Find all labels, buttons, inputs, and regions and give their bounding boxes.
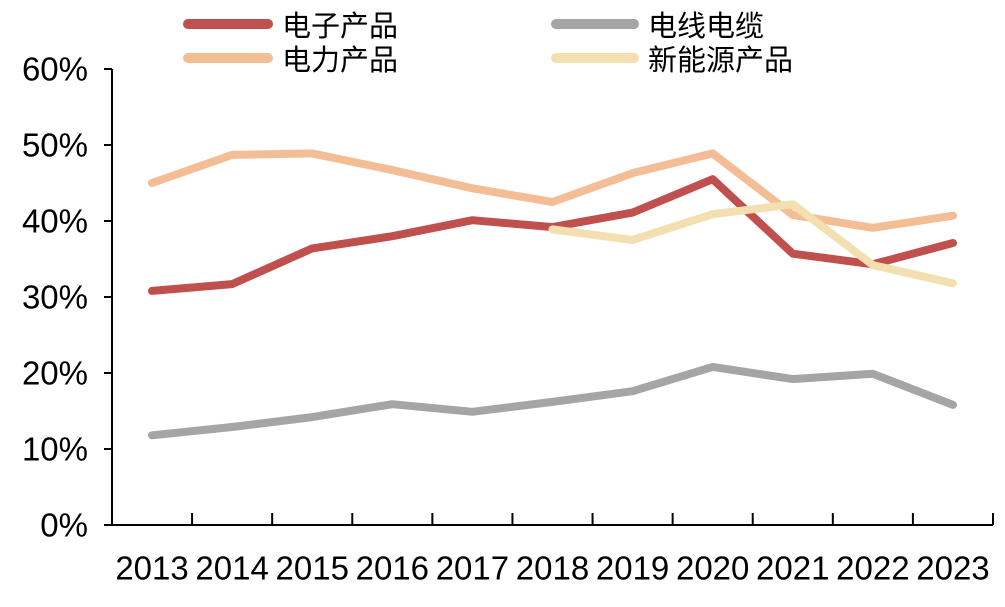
y-tick-label: 0% [40, 507, 88, 544]
y-tick-label: 60% [22, 51, 88, 88]
x-tick-label: 2022 [836, 550, 909, 587]
series-line-new-energy-products [548, 200, 957, 288]
series-layer [148, 149, 957, 440]
legend-item-wire-cable: 电线电缆 [551, 9, 764, 43]
legend: 电子产品 电线电缆 电力产品 新能源产品 [183, 9, 793, 77]
x-tick-label: 2023 [916, 550, 989, 587]
y-tick-label: 30% [22, 279, 88, 316]
series-line-wire-cable [148, 362, 957, 440]
legend-item-new-energy-products: 新能源产品 [551, 43, 793, 77]
y-tick-label: 50% [22, 127, 88, 164]
legend-label-power-products: 电力产品 [282, 43, 398, 77]
x-tick-label: 2016 [356, 550, 429, 587]
y-tick-label: 10% [22, 431, 88, 468]
y-tick-label: 40% [22, 203, 88, 240]
legend-label-new-energy-products: 新能源产品 [648, 43, 793, 77]
axes: 0% 10% 20% 30% 40% 50% 60% 2013 2014 2015 2016 2017… [22, 51, 994, 587]
series-line-power-products [148, 149, 957, 232]
legend-label-wire-cable: 电线电缆 [648, 9, 764, 43]
legend-item-power-products: 电力产品 [183, 43, 398, 77]
x-tick-label: 2019 [596, 550, 669, 587]
legend-item-electronics: 电子产品 [183, 9, 398, 43]
x-tick-label: 2020 [676, 550, 749, 587]
x-tick-label: 2018 [516, 550, 589, 587]
y-tick-label: 20% [22, 355, 88, 392]
legend-label-electronics: 电子产品 [282, 9, 398, 43]
x-tick-label: 2014 [195, 550, 268, 587]
x-tick-label: 2013 [115, 550, 188, 587]
x-tick-label: 2015 [276, 550, 349, 587]
x-tick-label: 2017 [436, 550, 509, 587]
x-tick-label: 2021 [756, 550, 829, 587]
